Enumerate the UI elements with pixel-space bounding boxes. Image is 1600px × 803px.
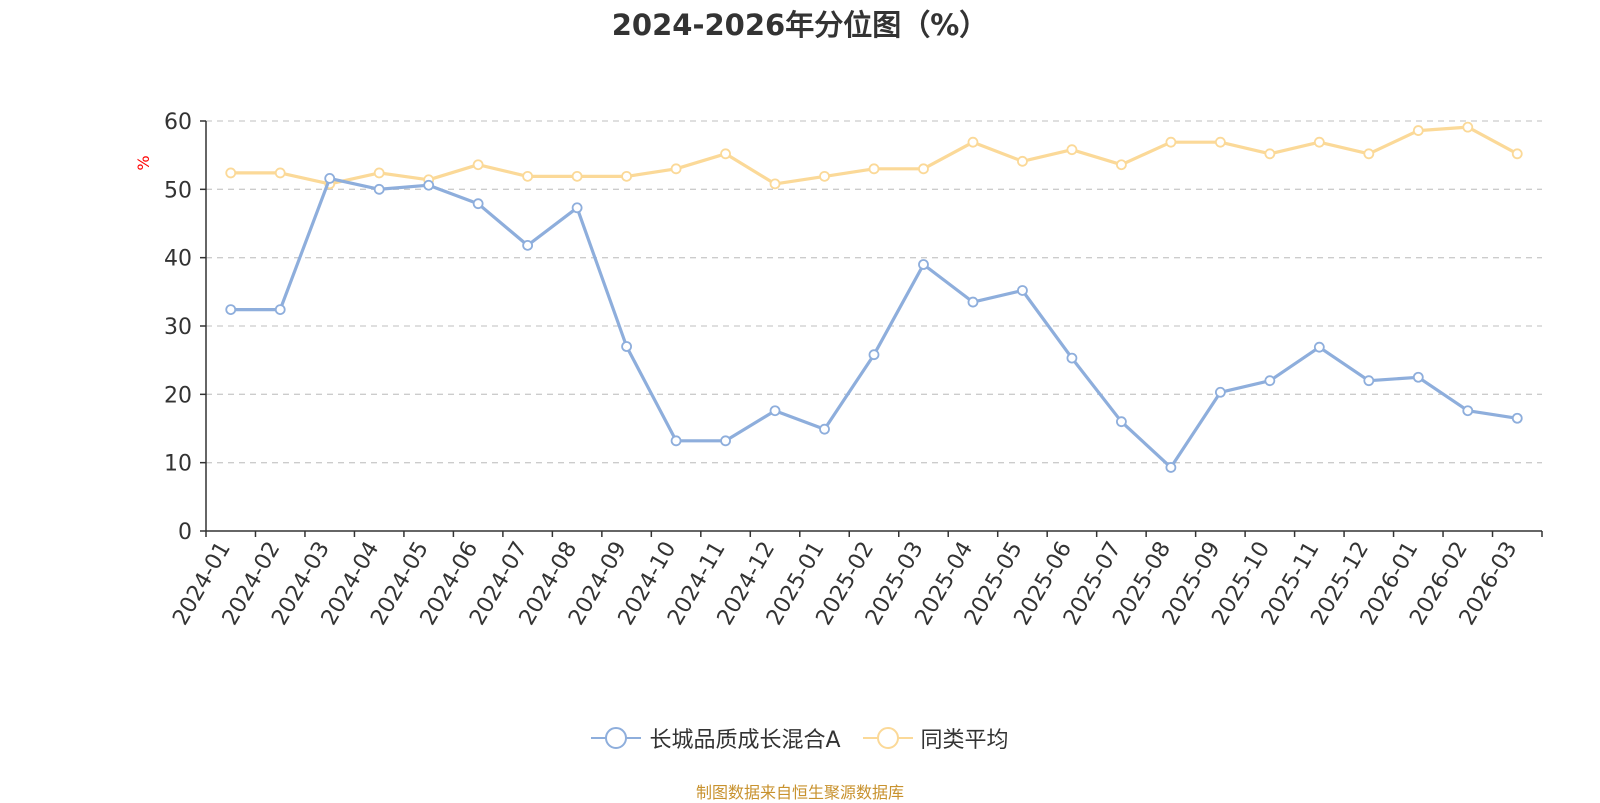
data-point xyxy=(1412,125,1424,136)
data-point xyxy=(1066,352,1078,364)
data-point xyxy=(472,159,484,171)
data-point xyxy=(1313,341,1325,353)
data-point xyxy=(918,259,929,270)
legend-marker-icon xyxy=(591,726,642,750)
y-tick-label: 20 xyxy=(164,383,192,408)
data-point xyxy=(868,349,880,361)
data-point xyxy=(324,172,336,184)
legend-marker-icon xyxy=(862,726,913,750)
data-point xyxy=(967,136,979,148)
y-tick-label: 40 xyxy=(164,247,192,272)
axes xyxy=(200,120,1543,537)
legend-item-series-1[interactable]: 长城品质成长混合A xyxy=(591,722,841,754)
data-point xyxy=(1313,136,1325,148)
data-point xyxy=(423,179,435,191)
data-point xyxy=(522,239,534,251)
data-point xyxy=(373,167,385,179)
series-line-1 xyxy=(230,176,1518,469)
data-point xyxy=(819,170,830,182)
data-point xyxy=(1165,462,1177,473)
data-point xyxy=(1066,144,1078,156)
data-point xyxy=(1264,375,1276,387)
y-axis-label: % xyxy=(134,155,153,170)
data-point xyxy=(1214,136,1226,148)
chart-title: 2024-2026年分位图（%） xyxy=(611,8,989,42)
data-point xyxy=(1412,371,1424,383)
data-point xyxy=(1214,386,1226,398)
data-point xyxy=(274,304,286,316)
data-point xyxy=(769,405,781,417)
data-point xyxy=(868,163,880,175)
data-point xyxy=(918,163,929,175)
data-point xyxy=(373,183,385,195)
data-point xyxy=(522,170,534,182)
data-point xyxy=(1165,136,1177,148)
series xyxy=(225,121,1523,473)
data-point xyxy=(1017,155,1028,167)
tick-labels: 0102030405060%2024-012024-022024-032024-… xyxy=(134,110,1522,630)
data-point xyxy=(720,435,731,447)
data-point xyxy=(819,423,830,435)
data-point xyxy=(670,163,682,175)
data-point xyxy=(1116,159,1127,171)
data-point xyxy=(225,304,237,316)
y-tick-label: 10 xyxy=(164,452,192,477)
data-point xyxy=(1511,148,1523,160)
legend-item-series-2[interactable]: 同类平均 xyxy=(862,722,1009,754)
data-point xyxy=(1264,148,1276,160)
legend-label: 长城品质成长混合A xyxy=(649,728,841,753)
data-point xyxy=(670,435,682,447)
data-point xyxy=(1511,412,1523,424)
data-point xyxy=(621,170,632,182)
data-point xyxy=(571,202,583,214)
data-point xyxy=(472,198,484,210)
y-tick-label: 0 xyxy=(178,520,192,545)
y-tick-label: 30 xyxy=(164,315,192,340)
legend-label: 同类平均 xyxy=(920,728,1009,753)
data-point xyxy=(769,178,781,190)
data-point xyxy=(1017,285,1028,296)
data-point xyxy=(720,148,731,160)
data-point xyxy=(274,167,286,179)
series-line-2 xyxy=(230,125,1519,186)
y-tick-label: 50 xyxy=(164,178,192,203)
data-point xyxy=(225,167,237,179)
legend[interactable]: 长城品质成长混合A 同类平均 xyxy=(0,722,1600,754)
data-point xyxy=(1462,121,1474,133)
source-note: 制图数据来自恒生聚源数据库 xyxy=(695,783,904,802)
data-point xyxy=(621,341,632,352)
data-point xyxy=(1363,375,1375,387)
data-point xyxy=(1116,416,1127,428)
data-point xyxy=(571,170,583,182)
data-point xyxy=(967,296,979,308)
y-tick-label: 60 xyxy=(164,110,192,135)
data-point xyxy=(1363,148,1375,160)
data-point xyxy=(1462,405,1474,417)
